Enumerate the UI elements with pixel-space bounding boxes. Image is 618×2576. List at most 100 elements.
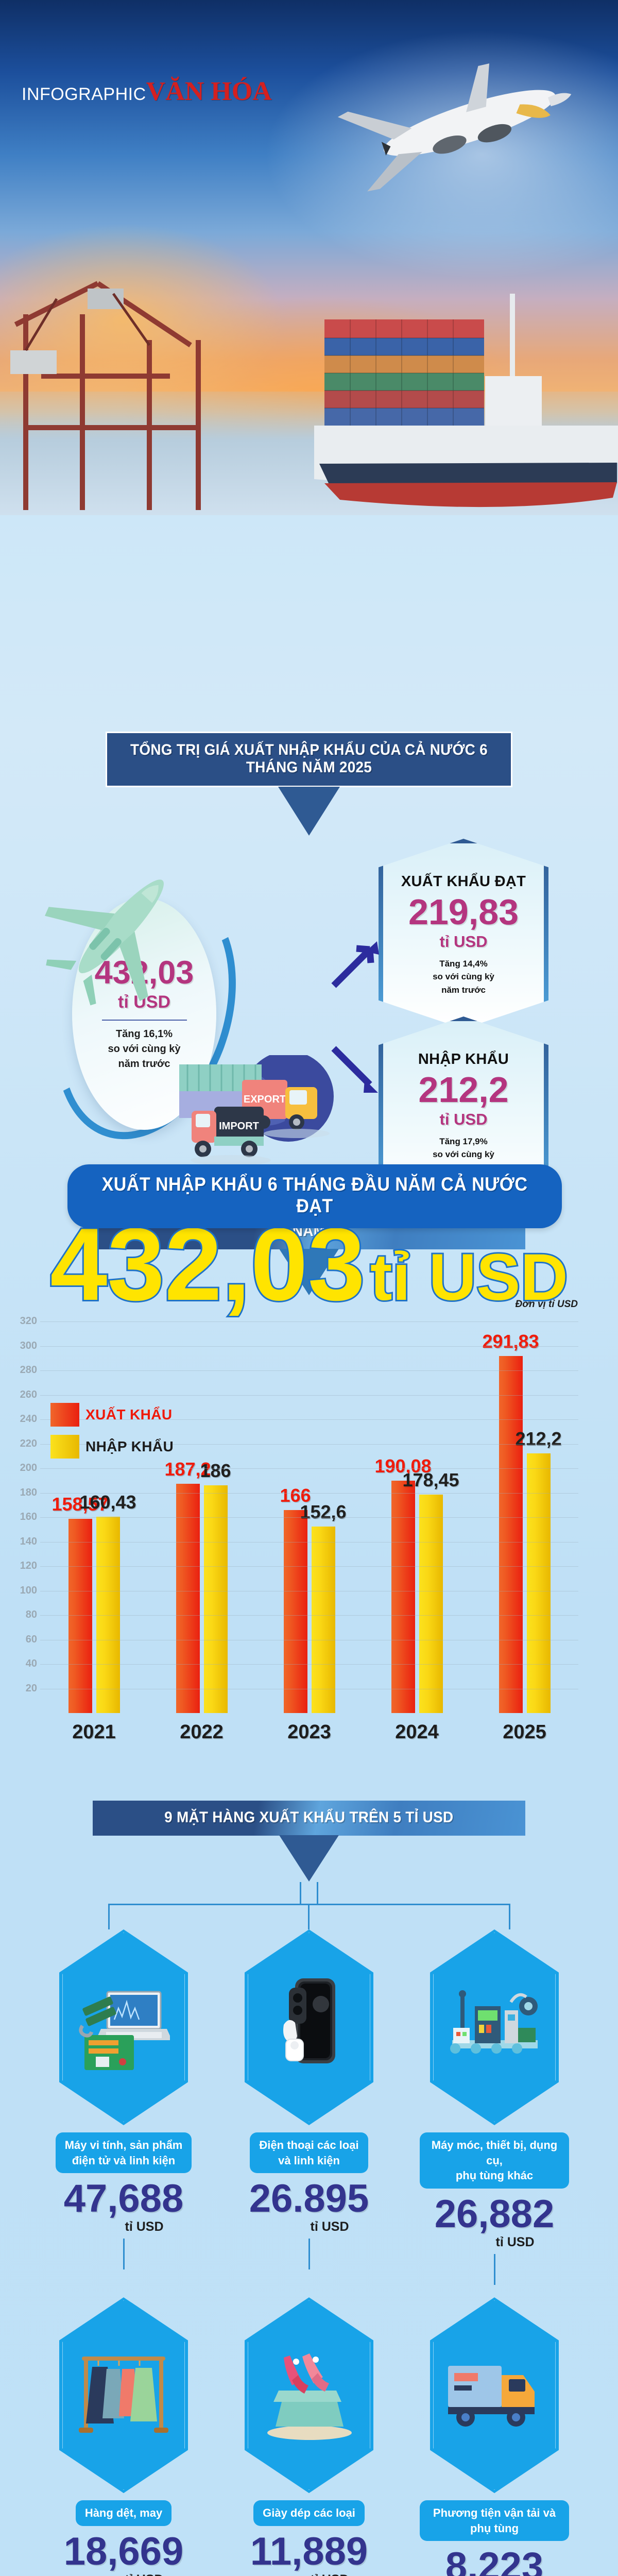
export-item-unit: tỉ USD bbox=[311, 2572, 349, 2576]
total-value-note: Tăng 16,1% so với cùng kỳ năm trước bbox=[108, 1028, 181, 1070]
chart-bars: 158,57 160,43 187,2 186 166 152,6 190,08 178,45… bbox=[40, 1321, 578, 1713]
export-item-label: Máy vi tính, sản phẩm điện tử và linh ki… bbox=[55, 2132, 192, 2174]
divider bbox=[101, 1019, 187, 1021]
total-value-banner-wrap: TỔNG TRỊ GIÁ XUẤT NHẬP KHẨU CỦA CẢ NƯỚC … bbox=[0, 732, 618, 836]
bar-value-label: 186 bbox=[200, 1460, 231, 1482]
truck-icon bbox=[430, 2297, 559, 2494]
y-axis-tick: 240 bbox=[20, 1413, 37, 1425]
bar-import: 212,2 bbox=[515, 1430, 562, 1713]
airplane-illustration-icon bbox=[45, 879, 164, 1006]
tree-connector bbox=[0, 1882, 618, 1929]
export-item-label: Hàng dệt, may bbox=[75, 2500, 172, 2526]
smartphone-earbuds-icon bbox=[245, 1929, 373, 2125]
connector-stem bbox=[308, 2239, 310, 2270]
main-headline-pill: XUẤT NHẬP KHẨU 6 THÁNG ĐẦU NĂM CẢ NƯỚC Đ… bbox=[67, 1164, 562, 1228]
airplane-photo-icon bbox=[337, 63, 572, 192]
x-axis-label: 2021 bbox=[72, 1721, 116, 1743]
export-unit: tỉ USD bbox=[439, 932, 488, 951]
laptop-chip-icon bbox=[59, 1929, 188, 2125]
bar-group: 291,83 212,2 bbox=[471, 1321, 578, 1713]
connector-stem bbox=[493, 2254, 495, 2285]
machinery-icon bbox=[430, 1929, 559, 2125]
y-axis-tick: 20 bbox=[25, 1682, 37, 1694]
total-value-banner-text: TỔNG TRỊ GIÁ XUẤT NHẬP KHẨU CỦA CẢ NƯỚC … bbox=[130, 741, 488, 776]
bar-export: 166 bbox=[280, 1486, 311, 1713]
x-axis-label: 2025 bbox=[503, 1721, 546, 1743]
bar-import: 160,43 bbox=[79, 1493, 136, 1713]
export-item-value: 8,223 bbox=[445, 2545, 544, 2576]
export-title: XUẤT KHẨU ĐẠT bbox=[401, 873, 526, 890]
y-axis-tick: 140 bbox=[20, 1535, 37, 1547]
hero-big-unit: tỉ USD bbox=[369, 1241, 570, 1314]
connector-stem bbox=[123, 2239, 125, 2270]
grid-line bbox=[40, 1346, 578, 1347]
container-ship-photo-icon bbox=[314, 294, 618, 507]
legend-row-export: XUẤT KHẨU bbox=[50, 1403, 174, 1427]
export-item: Máy vi tính, sản phẩm điện tử và linh ki… bbox=[49, 1929, 198, 2289]
bar-group: 190,08 178,45 bbox=[363, 1321, 471, 1713]
export-item-label: Giày dép các loại bbox=[253, 2500, 365, 2526]
bar-value-label: 187,2 bbox=[164, 1459, 211, 1480]
grid-line bbox=[40, 1541, 578, 1543]
hero-big-number: 432,03 bbox=[48, 1207, 367, 1322]
truck-export-label: EXPORT bbox=[244, 1094, 286, 1105]
y-axis-tick: 100 bbox=[20, 1584, 37, 1596]
grid-line bbox=[40, 1493, 578, 1494]
export-item-unit: tỉ USD bbox=[125, 2572, 164, 2576]
export-items-banner: 9 MẶT HÀNG XUẤT KHẨU TRÊN 5 TỈ USD bbox=[93, 1801, 525, 1836]
bar-group: 166 152,6 bbox=[255, 1321, 363, 1713]
bar-export: 158,57 bbox=[52, 1495, 109, 1713]
arrow-down-right-icon bbox=[331, 1046, 378, 1093]
bar-import: 152,6 bbox=[300, 1502, 347, 1713]
y-axis-tick: 320 bbox=[20, 1315, 37, 1327]
export-item-label: Máy móc, thiết bị, dụng cụ, phụ tùng khá… bbox=[420, 2132, 569, 2189]
bar-export: 190,08 bbox=[374, 1456, 432, 1713]
y-axis-tick: 120 bbox=[20, 1560, 37, 1572]
y-axis-tick: 180 bbox=[20, 1486, 37, 1498]
y-axis-tick: 220 bbox=[20, 1437, 37, 1449]
export-item-value: 18,669 bbox=[63, 2529, 184, 2573]
y-axis-tick: 80 bbox=[25, 1609, 37, 1621]
grid-line bbox=[40, 1419, 578, 1420]
grid-line bbox=[40, 1444, 578, 1445]
bar-value-label: 152,6 bbox=[300, 1501, 347, 1522]
clothes-rack-icon bbox=[59, 2297, 188, 2494]
export-item-value: 11,889 bbox=[250, 2529, 368, 2573]
y-axis-tick: 300 bbox=[20, 1340, 37, 1351]
total-value-banner: TỔNG TRỊ GIÁ XUẤT NHẬP KHẨU CỦA CẢ NƯỚC … bbox=[106, 732, 512, 787]
legend-swatch-export bbox=[50, 1403, 79, 1427]
export-value: 219,83 bbox=[408, 892, 519, 932]
import-unit: tỉ USD bbox=[439, 1110, 488, 1128]
grid-line bbox=[40, 1321, 578, 1322]
chart-unit-note: Đơn vị tỉ USD bbox=[515, 1299, 578, 1310]
bar-value-label: 160,43 bbox=[79, 1491, 136, 1513]
legend-swatch-import bbox=[50, 1435, 79, 1459]
brand-logo-top: INFOGRAPHICVĂN HÓA bbox=[22, 76, 272, 107]
truck-import-label: IMPORT bbox=[219, 1121, 259, 1132]
import-title: NHẬP KHẨU bbox=[418, 1051, 509, 1067]
y-axis-tick: 200 bbox=[20, 1462, 37, 1474]
grid-line bbox=[40, 1664, 578, 1665]
y-axis-tick: 280 bbox=[20, 1364, 37, 1376]
bar-value-label: 212,2 bbox=[515, 1428, 562, 1450]
bar-value-label: 190,08 bbox=[374, 1455, 432, 1477]
hero-banner: INFOGRAPHICVĂN HÓA bbox=[0, 0, 618, 515]
grid-line bbox=[40, 1517, 578, 1518]
export-item: Máy móc, thiết bị, dụng cụ, phụ tùng khá… bbox=[420, 1929, 569, 2289]
bar-export: 187,2 bbox=[164, 1460, 211, 1713]
legend-label-export: XUẤT KHẨU bbox=[85, 1406, 173, 1422]
trucks-globe-illustration: EXPORT IMPORT bbox=[179, 1055, 334, 1165]
banner-arrow-down-icon bbox=[278, 787, 340, 836]
export-item: Giày dép các loại 11,889tỉ USD bbox=[234, 2297, 384, 2576]
hero-big-value: 432,03tỉ USD bbox=[0, 1212, 618, 1318]
y-axis-tick: 60 bbox=[25, 1633, 37, 1645]
export-item-unit: tỉ USD bbox=[495, 2235, 535, 2250]
bar-export: 291,83 bbox=[482, 1332, 539, 1713]
grid-line bbox=[40, 1566, 578, 1567]
export-item-value: 26,882 bbox=[434, 2192, 555, 2236]
shoes-box-icon bbox=[245, 2297, 373, 2494]
export-item-label: Phương tiện vận tải và phụ tùng bbox=[420, 2500, 569, 2541]
legend-row-import: NHẬP KHẨU bbox=[50, 1435, 174, 1459]
